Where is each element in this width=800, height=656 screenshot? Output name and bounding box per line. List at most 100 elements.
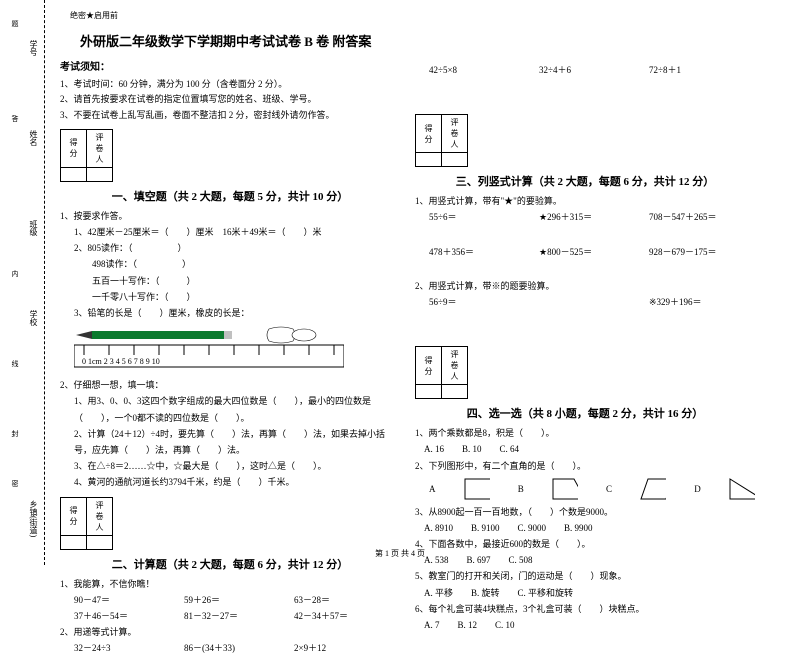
section-1-heading: 一、填空题（共 2 大题，每题 5 分，共计 10 分） bbox=[60, 188, 400, 204]
shape-b-trapezoid-icon bbox=[552, 478, 578, 500]
section-3-heading: 三、列竖式计算（共 2 大题，每题 6 分，共计 12 分） bbox=[415, 173, 755, 189]
seal-char: 内 bbox=[10, 270, 20, 277]
seal-char: 题 bbox=[10, 20, 20, 27]
eq: 42－34＋57＝ bbox=[294, 608, 364, 624]
marker-label: 评卷人 bbox=[87, 129, 113, 167]
q5-opt: A. 8910 B. 9100 C. 9000 B. 9900 bbox=[415, 520, 755, 536]
bind-label: 学号 bbox=[28, 40, 39, 56]
eq: 708－547＋265＝ bbox=[649, 209, 719, 225]
notice-heading: 考试须知： bbox=[60, 58, 400, 73]
eq: ★296＋315＝ bbox=[539, 209, 609, 225]
notice-item: 3、不要在试卷上乱写乱画，卷面不整洁扣 2 分，密封线外请勿作答。 bbox=[60, 108, 400, 123]
q5-opt: A. 平移 B. 旋转 C. 平移和旋转 bbox=[415, 585, 755, 601]
q4-stem2: 2、用竖式计算，带※的题要验算。 bbox=[415, 278, 755, 294]
shape-d-triangle-icon bbox=[729, 478, 755, 500]
q5-opt: A. 7 B. 12 C. 10 bbox=[415, 617, 755, 633]
bind-label: 乡镇(街道) bbox=[28, 500, 39, 537]
notice-item: 1、考试时间：60 分钟，满分为 100 分（含卷面分 2 分）。 bbox=[60, 77, 400, 92]
q3-stem: 1、我能算，不信你瞧！ bbox=[60, 576, 400, 592]
eraser-icon bbox=[267, 327, 295, 343]
eq: 478＋356＝ bbox=[429, 244, 499, 260]
q4-stem: 1、用竖式计算，带有"★"的要验算。 bbox=[415, 193, 755, 209]
bind-label: 学校 bbox=[28, 310, 39, 326]
score-cell bbox=[416, 153, 442, 167]
eq: 32÷4＋6 bbox=[539, 62, 609, 78]
eq-row: 37＋46－54＝81－32－27＝42－34＋57＝ bbox=[60, 608, 400, 624]
eq: 59＋26＝ bbox=[184, 592, 254, 608]
eq: 32－24÷3 bbox=[74, 640, 144, 656]
marker-label: 评卷人 bbox=[442, 347, 468, 385]
shape-label: C bbox=[606, 484, 612, 494]
seal-char: 密 bbox=[10, 480, 20, 487]
content-area: 绝密★启用前 外研版二年级数学下学期期中考试试卷 B 卷 附答案 考试须知： 1… bbox=[60, 10, 780, 545]
dash-line bbox=[44, 0, 45, 565]
q5-opt: A. 16 B. 10 C. 64 bbox=[415, 441, 755, 457]
column-left: 绝密★启用前 外研版二年级数学下学期期中考试试卷 B 卷 附答案 考试须知： 1… bbox=[60, 10, 400, 656]
ruler-figure: 0 1cm 2 3 4 5 6 7 8 9 10 bbox=[74, 325, 400, 373]
q2-line: 2、计算（24＋12）÷4时，要先算（ ）法，再算（ ）法，如果去掉小括号，应先… bbox=[60, 426, 400, 458]
exam-page: 学号 姓名 班级 学校 乡镇(街道) 题 答 内 线 封 密 绝密★启用前 外研… bbox=[0, 0, 800, 565]
eq: 90－47＝ bbox=[74, 592, 144, 608]
eq: ※329＋196＝ bbox=[649, 294, 719, 310]
q1-stem: 1、按要求作答。 bbox=[60, 208, 400, 224]
q1-line: 1、42厘米－25厘米＝（ ）厘米 16米＋49米＝（ ）米 bbox=[60, 224, 400, 240]
marker-cell bbox=[87, 167, 113, 181]
shape-label: B bbox=[518, 484, 524, 494]
q5-line: 5、教室门的打开和关闭，门的运动是（ ）现象。 bbox=[415, 568, 755, 584]
q2-line: 4、黄河的通航河道长约3794千米，约是（ ）千米。 bbox=[60, 474, 400, 490]
seal-char: 线 bbox=[10, 360, 20, 367]
eq: 42÷5×8 bbox=[429, 62, 499, 78]
score-box: 得分评卷人 bbox=[415, 346, 468, 399]
section-4-heading: 四、选一选（共 8 小题，每题 2 分，共计 16 分） bbox=[415, 405, 755, 421]
shape-label: D bbox=[694, 484, 701, 494]
seal-char: 封 bbox=[10, 430, 20, 437]
shape-label: A bbox=[429, 484, 436, 494]
score-box: 得分评卷人 bbox=[60, 129, 113, 182]
eq: ★800－525＝ bbox=[539, 244, 609, 260]
q1-line: 498读作：（ ） bbox=[60, 256, 400, 272]
binding-area: 学号 姓名 班级 学校 乡镇(街道) 题 答 内 线 封 密 bbox=[0, 0, 48, 565]
eq: 928－679－175＝ bbox=[649, 244, 719, 260]
ruler-mark: 0 1cm 2 3 4 5 6 7 8 9 10 bbox=[82, 357, 160, 366]
marker-label: 评卷人 bbox=[442, 115, 468, 153]
seal-char: 答 bbox=[10, 115, 20, 122]
score-label: 得分 bbox=[61, 129, 87, 167]
score-cell bbox=[61, 167, 87, 181]
bind-label: 班级 bbox=[28, 220, 39, 236]
ruler-svg: 0 1cm 2 3 4 5 6 7 8 9 10 bbox=[74, 325, 344, 371]
eq: 2×9＋12 bbox=[294, 640, 364, 656]
page-footer: 第 1 页 共 4 页 bbox=[0, 548, 800, 559]
q2-stem: 2、仔细想一想，填一填： bbox=[60, 377, 400, 393]
eq: 86－(34＋33) bbox=[184, 640, 254, 656]
notice-item: 2、请首先按要求在试卷的指定位置填写您的姓名、班级、学号。 bbox=[60, 92, 400, 107]
eq: 56÷9＝ bbox=[429, 294, 499, 310]
eq-row: 90－47＝ 59＋26＝ 63－28＝ bbox=[60, 592, 400, 608]
q1-line: 2、805读作：（ ） bbox=[60, 240, 400, 256]
score-box: 得分评卷人 bbox=[60, 497, 113, 550]
eq-row: 32－24÷3 86－(34＋33) 2×9＋12 bbox=[60, 640, 400, 656]
score-label: 得分 bbox=[416, 115, 442, 153]
q3-sub: 2、用递等式计算。 bbox=[60, 624, 400, 640]
pencil-tip-icon bbox=[76, 331, 92, 339]
q1-line: 一千零八十写作：（ ） bbox=[60, 289, 400, 305]
eq: 63－28＝ bbox=[294, 592, 364, 608]
marker-label: 评卷人 bbox=[87, 497, 113, 535]
score-cell bbox=[416, 385, 442, 399]
score-label: 得分 bbox=[61, 497, 87, 535]
q1-line: 3、铅笔的长是（ ）厘米，橡皮的长是： bbox=[60, 305, 400, 321]
pencil-body bbox=[92, 331, 224, 339]
eq-row: 55÷6＝★296＋315＝708－547＋265＝ bbox=[415, 209, 755, 225]
eq: 72÷8＋1 bbox=[649, 62, 719, 78]
bind-label: 姓名 bbox=[28, 130, 39, 146]
score-cell bbox=[61, 535, 87, 549]
eq bbox=[539, 294, 609, 310]
score-box: 得分评卷人 bbox=[415, 114, 468, 167]
paper-title: 外研版二年级数学下学期期中考试试卷 B 卷 附答案 bbox=[80, 31, 400, 50]
q1-line: 五百一十写作：（ ） bbox=[60, 273, 400, 289]
secret-mark: 绝密★启用前 bbox=[70, 10, 400, 21]
eraser-end-icon bbox=[292, 329, 316, 341]
marker-cell bbox=[87, 535, 113, 549]
q2-line: 1、用3、0、0、3这四个数字组成的最大四位数是（ ），最小的四位数是（ ），一… bbox=[60, 393, 400, 425]
eq-row: 56÷9＝ ※329＋196＝ bbox=[415, 294, 755, 310]
column-right: 42÷5×832÷4＋672÷8＋1 得分评卷人 三、列竖式计算（共 2 大题，… bbox=[415, 10, 755, 633]
